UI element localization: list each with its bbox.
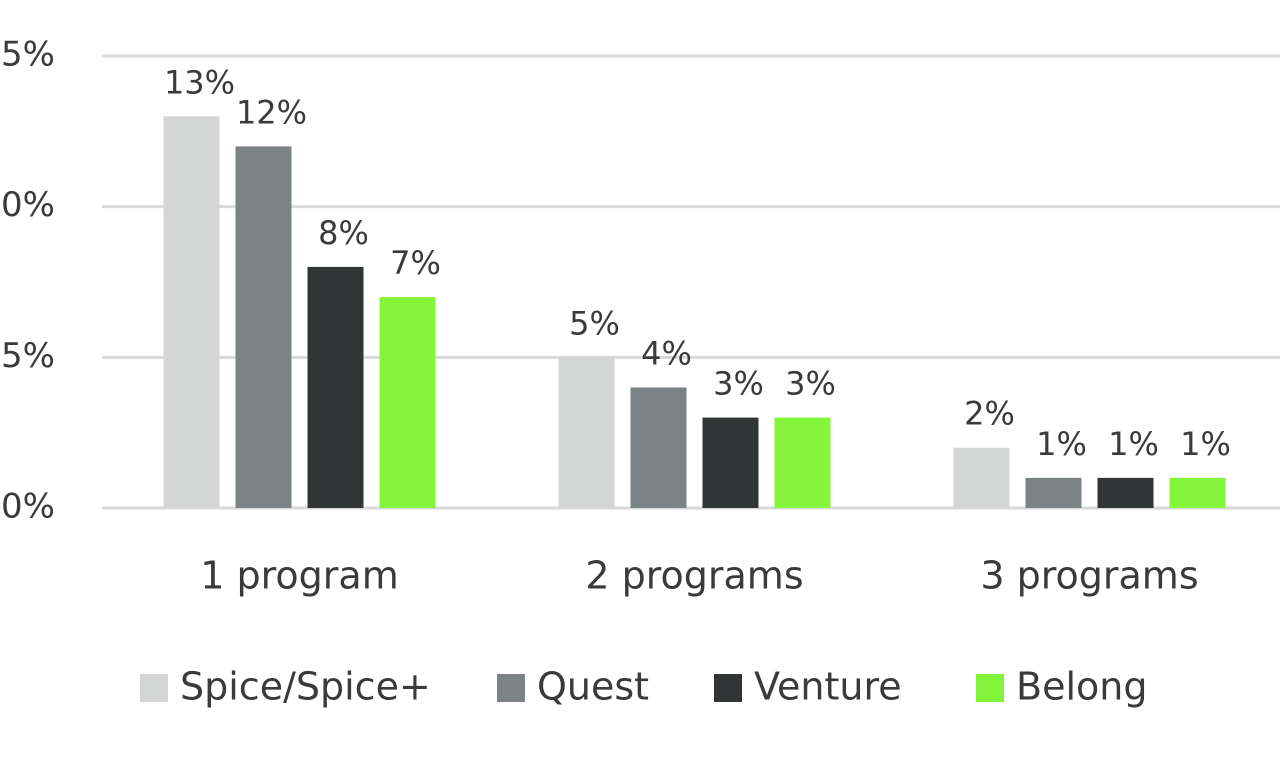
legend-swatch — [497, 674, 525, 702]
y-tick-label: 10% — [0, 185, 55, 225]
y-tick-label: 5% — [1, 336, 55, 376]
legend-label: Belong — [1016, 665, 1147, 709]
bar — [1169, 477, 1226, 508]
bar — [1025, 477, 1082, 508]
y-tick-label: 0% — [1, 487, 55, 527]
x-tick-label: 1 program — [200, 554, 398, 598]
value-label: 1% — [1180, 425, 1231, 463]
x-tick-label: 3 programs — [980, 554, 1198, 598]
bar — [953, 447, 1010, 508]
legend-swatch — [714, 674, 742, 702]
value-label: 13% — [164, 63, 235, 101]
y-tick-label: 15% — [0, 35, 55, 75]
bar — [163, 116, 220, 509]
value-label: 3% — [785, 365, 836, 403]
value-label: 8% — [318, 214, 369, 252]
bar — [1097, 477, 1154, 508]
value-label: 2% — [964, 395, 1015, 433]
bar — [379, 297, 436, 508]
bar — [558, 357, 615, 508]
value-label: 7% — [390, 244, 441, 282]
x-tick-label: 2 programs — [585, 554, 803, 598]
value-label: 1% — [1036, 425, 1087, 463]
legend-swatch — [976, 674, 1004, 702]
value-label: 12% — [236, 93, 307, 131]
bar — [774, 417, 831, 508]
value-label: 4% — [641, 334, 692, 372]
value-label: 3% — [713, 365, 764, 403]
legend-label: Spice/Spice+ — [180, 665, 431, 709]
legend-swatch — [140, 674, 168, 702]
bar — [307, 266, 364, 508]
value-label: 5% — [569, 304, 620, 342]
bar — [702, 417, 759, 508]
value-label: 1% — [1108, 425, 1159, 463]
bar — [235, 146, 292, 508]
bar — [630, 387, 687, 508]
legend-label: Quest — [537, 665, 649, 709]
legend-label: Venture — [754, 665, 902, 709]
